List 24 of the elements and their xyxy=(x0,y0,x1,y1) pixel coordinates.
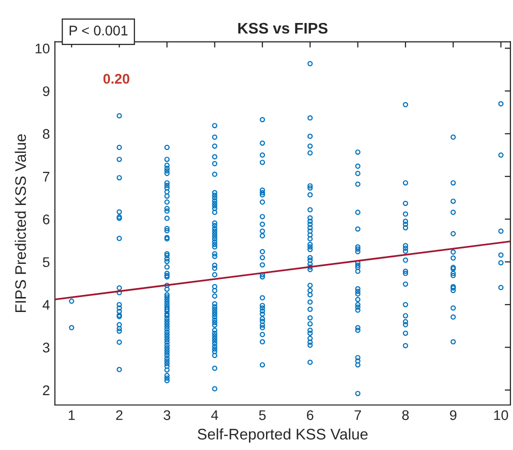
y-tick-label: 7 xyxy=(43,172,50,182)
x-tick-label: 7 xyxy=(354,410,361,420)
y-tick-label: 2 xyxy=(43,385,50,396)
y-tick-label: 4 xyxy=(42,300,50,310)
x-tick-label: 6 xyxy=(306,410,314,420)
annotation: 0.20 xyxy=(103,74,130,84)
y-tick-label: 10 xyxy=(36,44,50,54)
y-tick-label: 5 xyxy=(42,257,50,268)
x-tick-label: 8 xyxy=(402,410,409,420)
x-tick-label: 3 xyxy=(164,410,170,420)
x-tick-label: 5 xyxy=(259,410,266,420)
y-axis-title: FIPS Predicted KSS Value xyxy=(14,134,26,312)
x-tick-label: 10 xyxy=(494,410,508,420)
x-axis-title: Self-Reported KSS Value xyxy=(198,428,368,443)
x-tick-label: 9 xyxy=(450,410,456,420)
y-tick-label: 9 xyxy=(42,86,50,96)
y-tick-label: 8 xyxy=(42,129,50,139)
x-tick-label: 4 xyxy=(211,410,218,420)
y-tick-label: 3 xyxy=(42,342,50,352)
x-tick-label: 2 xyxy=(116,410,122,420)
x-tick-label: 1 xyxy=(68,410,75,420)
text: P < 0.001 xyxy=(70,26,128,36)
chart-title: KSS vs FIPS xyxy=(238,22,328,34)
y-tick-label: 6 xyxy=(43,214,50,224)
